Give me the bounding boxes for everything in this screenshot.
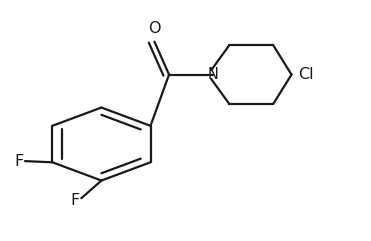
Text: F: F	[14, 154, 23, 169]
Text: F: F	[70, 193, 79, 208]
Text: O: O	[148, 21, 161, 36]
Text: N: N	[207, 67, 219, 82]
Text: Cl: Cl	[298, 67, 314, 82]
